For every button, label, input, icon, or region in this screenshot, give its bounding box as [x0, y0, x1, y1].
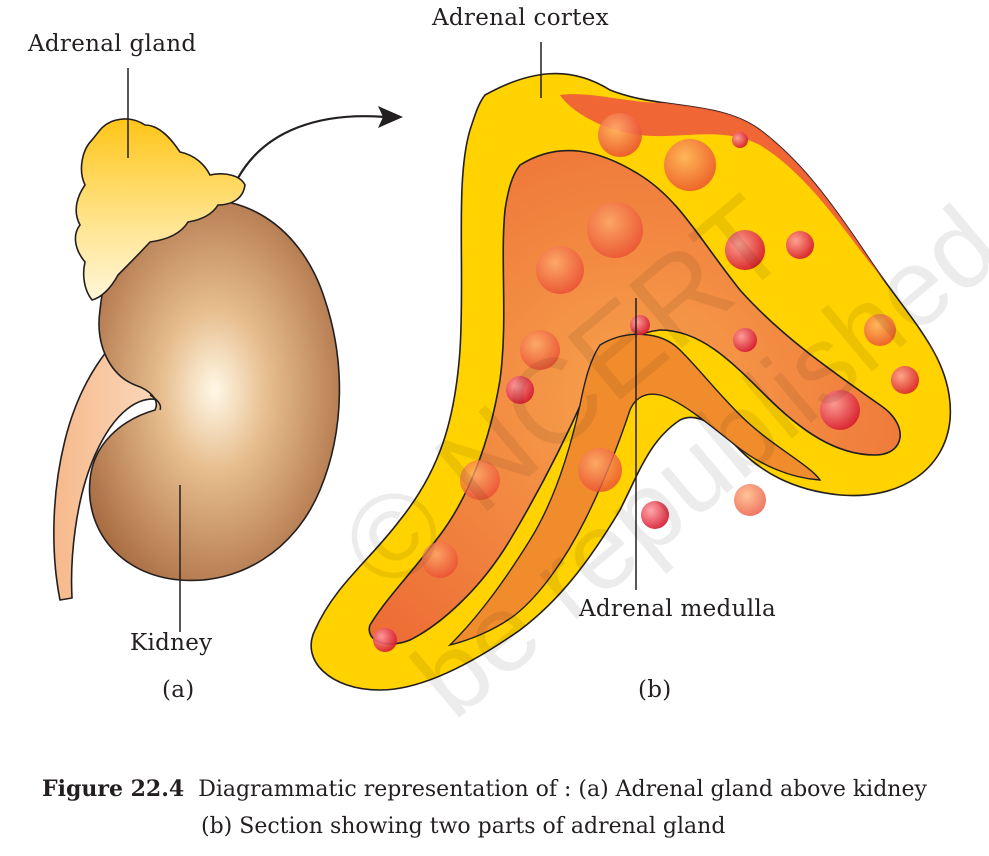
figure-number: Figure 22.4 [42, 776, 185, 802]
label-adrenal-medulla: Adrenal medulla [579, 596, 777, 622]
label-adrenal-cortex: Adrenal cortex [432, 5, 609, 31]
cell-nodules [373, 113, 919, 652]
adrenal-medulla-region [447, 333, 822, 647]
label-adrenal-gland: Adrenal gland [28, 31, 197, 57]
kidney-hilum-line [149, 394, 162, 411]
kidney-illustration [53, 68, 403, 632]
label-part-a: (a) [162, 677, 195, 703]
caption-text-1: Diagrammatic representation of : (a) Adr… [198, 777, 927, 802]
figure-caption-line-2: (b) Section showing two parts of adrenal… [201, 814, 725, 839]
label-kidney: Kidney [130, 630, 213, 656]
arrow-head [378, 106, 403, 128]
adrenal-gland-small [74, 118, 246, 301]
caption-text-2: (b) Section showing two parts of adrenal… [201, 814, 726, 839]
figure-caption-line-1: Figure 22.4 Diagrammatic representation … [42, 776, 927, 802]
label-part-b: (b) [638, 677, 672, 703]
pointer-arrow [237, 115, 386, 179]
kidney-body [88, 199, 341, 582]
adrenal-section [310, 42, 952, 691]
ureter [53, 318, 162, 601]
tissue-texture [560, 94, 945, 381]
